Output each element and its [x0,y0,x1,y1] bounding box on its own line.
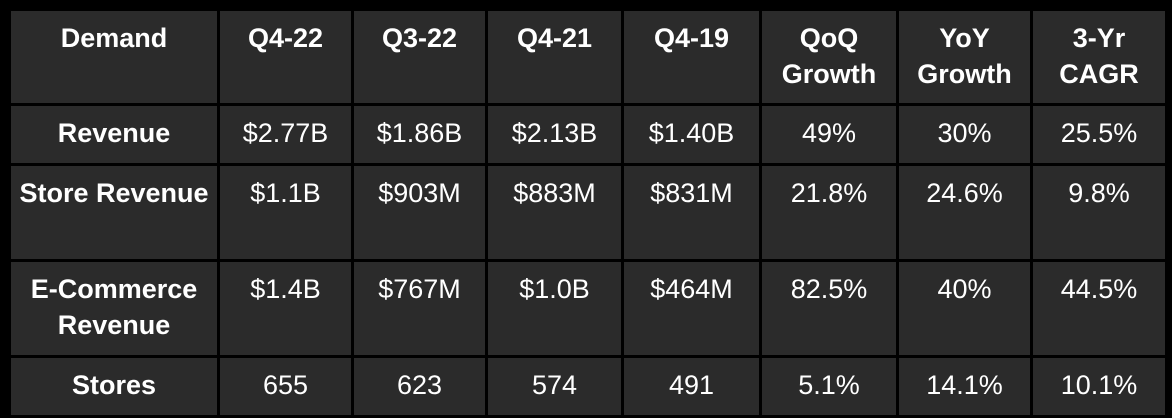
row-label: E-Commerce Revenue [8,259,220,358]
table-cell: 82.5% [759,259,899,358]
table-cell: $1.4B [217,259,354,358]
table-cell: 9.8% [1030,163,1168,262]
table-cell: 5.1% [759,355,899,418]
table-cell: 44.5% [1030,259,1168,358]
table-row-store-revenue: Store Revenue $1.1B $903M $883M $831M 21… [8,163,1168,262]
table-cell: $1.1B [217,163,354,262]
table-cell: $2.13B [485,103,624,166]
row-label: Stores [8,355,220,418]
row-label: Revenue [8,103,220,166]
table-cell: 574 [485,355,624,418]
table-cell: 655 [217,355,354,418]
table-cell: 623 [351,355,488,418]
table-cell: $1.0B [485,259,624,358]
column-header-3yr-cagr: 3-Yr CAGR [1030,8,1168,106]
table-cell: 21.8% [759,163,899,262]
column-header-q4-19: Q4-19 [621,8,762,106]
column-header-demand: Demand [8,8,220,106]
header-row: Demand Q4-22 Q3-22 Q4-21 Q4-19 QoQ Growt… [8,8,1168,106]
table-cell: $831M [621,163,762,262]
table-cell: 40% [896,259,1033,358]
table-cell: 24.6% [896,163,1033,262]
column-header-yoy-growth: YoY Growth [896,8,1033,106]
column-header-qoq-growth: QoQ Growth [759,8,899,106]
table-cell: $1.40B [621,103,762,166]
column-header-q3-22: Q3-22 [351,8,488,106]
table-cell: 10.1% [1030,355,1168,418]
column-header-q4-22: Q4-22 [217,8,354,106]
table-cell: 25.5% [1030,103,1168,166]
table-cell: $903M [351,163,488,262]
table-row-stores: Stores 655 623 574 491 5.1% 14.1% 10.1% [8,355,1168,418]
table-cell: $767M [351,259,488,358]
table-cell: 30% [896,103,1033,166]
table-cell: 14.1% [896,355,1033,418]
row-label: Store Revenue [8,163,220,262]
table-row-e-commerce-revenue: E-Commerce Revenue $1.4B $767M $1.0B $46… [8,259,1168,358]
table-cell: 49% [759,103,899,166]
table-cell: $883M [485,163,624,262]
table-cell: 491 [621,355,762,418]
column-header-q4-21: Q4-21 [485,8,624,106]
table-cell: $1.86B [351,103,488,166]
table-cell: $2.77B [217,103,354,166]
demand-table: Demand Q4-22 Q3-22 Q4-21 Q4-19 QoQ Growt… [8,8,1168,418]
table-row-revenue: Revenue $2.77B $1.86B $2.13B $1.40B 49% … [8,103,1168,166]
table-cell: $464M [621,259,762,358]
